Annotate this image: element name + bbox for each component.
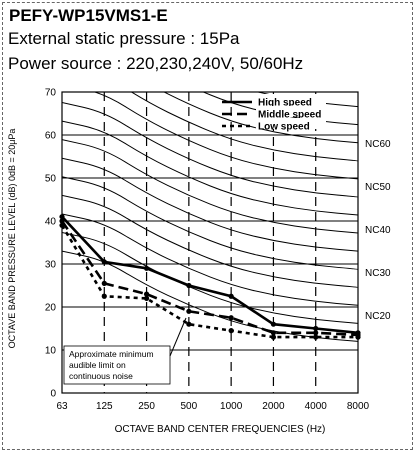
annotation-leader: [169, 317, 187, 357]
data-point: [143, 291, 150, 297]
nc-label: NC40: [365, 225, 391, 236]
data-point: [270, 321, 277, 327]
data-point: [186, 308, 192, 314]
static-pressure-text: External static pressure : 15Pa: [8, 29, 240, 48]
model-title: PEFY-WP15VMS1-E: [9, 6, 168, 25]
figure-frame: [2, 2, 413, 450]
series-line-dash: [60, 220, 359, 337]
data-point: [270, 330, 277, 336]
x-tick-label: 125: [96, 401, 113, 412]
x-axis-label: OCTAVE BAND CENTER FREQUENCIES (Hz): [115, 424, 326, 435]
x-tick-label: 250: [138, 401, 155, 412]
legend-label: Low speed: [258, 122, 310, 133]
data-point: [313, 330, 319, 336]
x-tick-label: 1000: [220, 401, 243, 412]
nc-label: NC50: [365, 182, 391, 193]
x-tick-label: 63: [56, 401, 68, 412]
plot-border: [61, 91, 359, 394]
legend-bg: [256, 118, 326, 129]
y-tick-label: 0: [50, 389, 56, 400]
data-point: [143, 265, 150, 271]
data-point: [270, 334, 277, 340]
nc-label: NC30: [365, 268, 391, 279]
data-point: [313, 325, 319, 332]
data-point: [101, 293, 107, 299]
y-tick-label: 60: [45, 131, 57, 142]
x-tick-label: 2000: [262, 401, 285, 412]
annotation-box: [63, 345, 171, 385]
x-tick-label: 8000: [347, 401, 370, 412]
y-tick-label: 70: [45, 88, 57, 99]
nc-curve: [62, 232, 358, 324]
axes: NC60 NC50 NC40 NC30 NC20 0 10 20 30 40 50 60 70 63 125…: [7, 88, 391, 436]
legend-bg: [256, 94, 326, 105]
legend-label: High speed: [258, 98, 312, 109]
nc-curve: [62, 0, 358, 89]
x-tick-label: 4000: [305, 401, 328, 412]
annotation-text: audible limit on: [69, 360, 126, 370]
nc-label: NC20: [365, 311, 391, 322]
nc-curve: [62, 176, 358, 270]
nc-curve: [62, 102, 358, 198]
nc-curve: [62, 139, 358, 234]
data-point: [186, 321, 192, 327]
data-point: [101, 259, 107, 265]
data-point: [143, 295, 150, 301]
annotation-text: Approximate minimum: [69, 349, 154, 359]
annotation-text: continuous noise: [69, 371, 133, 381]
y-tick-label: 20: [45, 303, 57, 314]
data-point: [228, 293, 234, 299]
nc-curve: [62, 157, 358, 252]
x-tick-label: 500: [181, 401, 198, 412]
y-tick-label: 30: [45, 260, 57, 271]
y-tick-label: 40: [45, 217, 57, 228]
nc-curve: [62, 194, 358, 288]
nc-curve: [130, 92, 358, 162]
legend-label: Middle speed: [258, 110, 321, 121]
series-line-solid: [61, 215, 359, 335]
y-axis-label: OCTAVE BAND PRESSURE LEVEL (dB) 0dB = 20…: [7, 129, 17, 349]
nc-curve: [62, 120, 358, 216]
data-point: [228, 315, 234, 321]
data-point: [101, 280, 107, 286]
data-point: [186, 282, 192, 289]
data-point: [313, 334, 319, 340]
nc-curve: [62, 213, 358, 306]
nc-curve: [163, 92, 358, 144]
y-tick-label: 50: [45, 174, 57, 185]
nc-label: NC60: [365, 139, 391, 150]
data-point: [228, 328, 234, 334]
y-tick-label: 10: [45, 346, 57, 357]
series-line-dot: [60, 224, 358, 339]
legend-bg: [256, 106, 326, 117]
power-source-text: Power source : 220,230,240V, 50/60Hz: [8, 54, 304, 73]
